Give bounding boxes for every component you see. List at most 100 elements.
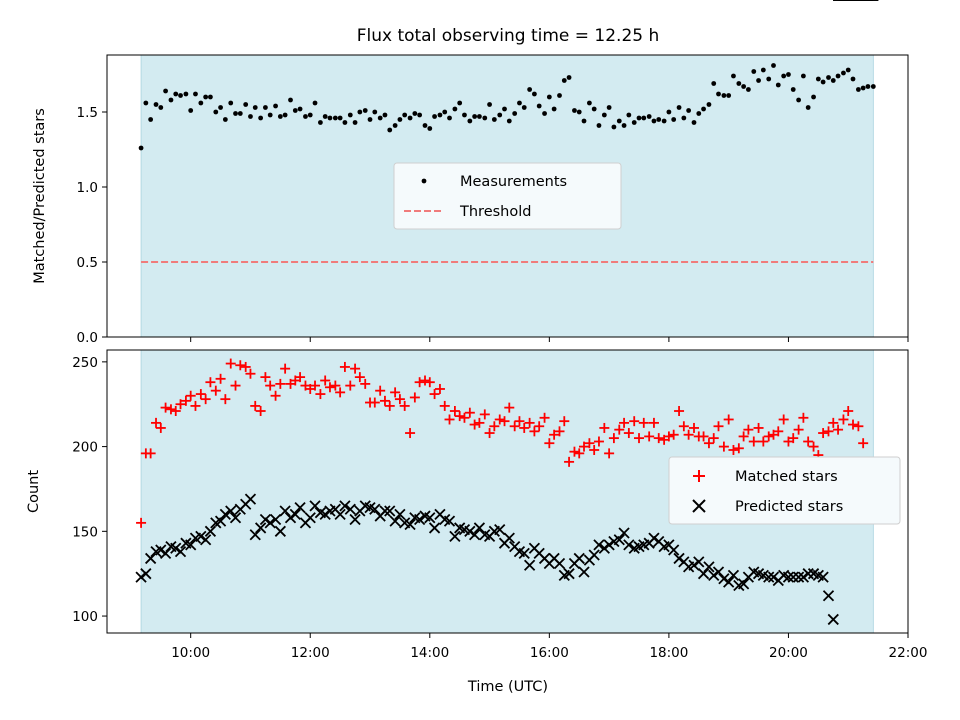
measurement-point: [188, 108, 194, 113]
predicted-stars-point: [603, 539, 615, 551]
x-tick-label: 18:00: [649, 645, 688, 661]
measurement-point: [222, 117, 228, 122]
matched-stars-point: [165, 404, 176, 415]
measurement-point: [790, 87, 796, 92]
measurement-point: [701, 106, 706, 112]
matched-stars-point: [324, 382, 335, 393]
measurement-point: [835, 73, 841, 79]
predicted-stars-point: [304, 512, 316, 524]
matched-stars-point: [798, 412, 809, 423]
matched-stars-point: [339, 361, 350, 372]
predicted-stars-point: [817, 571, 829, 583]
matched-stars-point: [608, 433, 619, 444]
top-y-axis: 0.0 0.5 1.0 1.5: [77, 105, 107, 346]
measurement-point: [198, 100, 204, 106]
measurement-point: [233, 111, 238, 116]
measurement-point: [288, 97, 293, 103]
matched-stars-point: [534, 421, 545, 432]
measurement-point: [178, 93, 183, 98]
matched-stars-point: [689, 422, 700, 433]
matched-stars-point: [240, 361, 251, 372]
predicted-stars-point: [623, 539, 635, 551]
predicted-stars-point: [727, 569, 740, 582]
measurement-point: [437, 112, 443, 118]
measurement-point: [830, 78, 836, 83]
measurement-point: [138, 145, 144, 151]
predicted-stars-point: [723, 576, 735, 588]
matched-stars-point: [136, 517, 147, 528]
legend-measurements-label: Measurements: [460, 174, 567, 190]
matched-stars-point: [753, 422, 764, 433]
measurement-point: [845, 67, 851, 73]
measurement-point: [561, 78, 567, 83]
measurement-point: [517, 100, 522, 106]
measurement-point: [267, 112, 273, 118]
predicted-stars-point: [269, 513, 282, 526]
measurement-point: [158, 105, 164, 110]
matched-stars-point: [593, 436, 604, 447]
measurement-point: [651, 118, 657, 124]
measurement-point: [751, 69, 757, 74]
measurement-point: [332, 115, 338, 121]
x-axis-label: Time (UTC): [467, 679, 548, 695]
measurement-point: [666, 109, 672, 115]
measurement-point: [248, 114, 253, 119]
measurement-point: [591, 106, 597, 112]
measurement-point: [775, 82, 781, 88]
matched-stars-point: [674, 406, 685, 417]
matched-stars-point: [763, 431, 774, 442]
predicted-stars-series: [135, 0, 879, 626]
measurement-point: [611, 124, 617, 130]
matched-stars-point: [225, 358, 236, 369]
predicted-stars-point: [309, 500, 321, 512]
measurement-point: [263, 105, 268, 110]
matched-stars-point: [250, 400, 261, 411]
matched-stars-point: [220, 394, 231, 405]
predicted-stars-point: [244, 493, 257, 505]
x-tick-label: 14:00: [410, 645, 449, 661]
measurement-point: [467, 118, 473, 124]
matched-stars-point: [484, 428, 495, 439]
measurement-point: [208, 94, 213, 100]
predicted-stars-point: [259, 513, 272, 526]
measurement-point: [865, 84, 871, 89]
measurement-point: [850, 76, 856, 82]
predicted-stars-point: [703, 561, 715, 573]
matched-stars-point: [823, 426, 834, 437]
matched-stars-point: [200, 394, 211, 405]
predicted-stars-point: [503, 532, 515, 544]
measurement-point: [621, 123, 627, 128]
predicted-stars-point: [195, 530, 207, 543]
matched-stars-point: [155, 422, 166, 433]
predicted-stars-point: [673, 552, 685, 565]
measurement-point: [218, 105, 223, 110]
measurement-point: [646, 114, 652, 119]
bottom-y-axis: 100 150 200 250: [72, 355, 107, 625]
matched-stars-point: [683, 429, 694, 440]
predicted-stars-point: [384, 505, 396, 517]
measurement-point: [641, 115, 647, 121]
matched-stars-point: [384, 400, 395, 411]
predicted-stars-point: [737, 578, 750, 590]
predicted-stars-point: [827, 613, 839, 626]
predicted-stars-point: [613, 534, 625, 546]
matched-stars-point: [170, 406, 181, 417]
measurement-point: [432, 114, 437, 119]
predicted-stars-point: [413, 513, 426, 526]
measurement-point: [581, 118, 587, 124]
matched-stars-series: [136, 358, 879, 528]
measurement-point: [277, 114, 283, 119]
measurement-point: [596, 123, 602, 128]
matched-stars-point: [439, 400, 450, 411]
measurement-point: [487, 102, 492, 107]
matched-stars-point: [405, 428, 416, 439]
measurement-point: [347, 112, 353, 118]
measurement-point: [472, 114, 478, 119]
matched-stars-point: [275, 378, 286, 389]
bottom-panel-frame: [106, 349, 909, 634]
predicted-stars-point: [718, 573, 730, 585]
matched-stars-point: [634, 433, 645, 444]
measurement-point: [183, 91, 189, 97]
matched-stars-point: [519, 422, 530, 433]
y-tick-label: 250: [72, 355, 98, 371]
